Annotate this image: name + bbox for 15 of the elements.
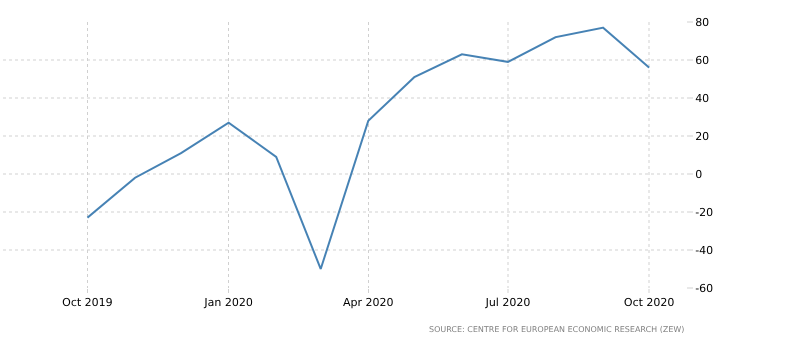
x-tick-label: Apr 2020	[343, 296, 394, 310]
y-tick-label: 80	[695, 16, 710, 29]
y-tick-label: -60	[695, 282, 714, 295]
y-tick-label: 20	[695, 130, 710, 143]
y-tick-label: -20	[695, 206, 714, 219]
x-tick-label: Oct 2019	[62, 296, 113, 310]
line-series	[86, 26, 650, 270]
y-tick-label: 60	[695, 54, 710, 67]
x-tick-label: Oct 2020	[624, 296, 674, 310]
source-note: SOURCE: CENTRE FOR EUROPEAN ECONOMIC RESEARCH (ZEW)	[429, 325, 684, 334]
x-tick-label: Jul 2020	[484, 296, 530, 310]
y-tick-label: -40	[695, 244, 714, 257]
y-tick-label: 0	[695, 168, 702, 181]
y-tick-label: 40	[695, 92, 710, 105]
x-tick-label: Jan 2020	[203, 296, 253, 310]
